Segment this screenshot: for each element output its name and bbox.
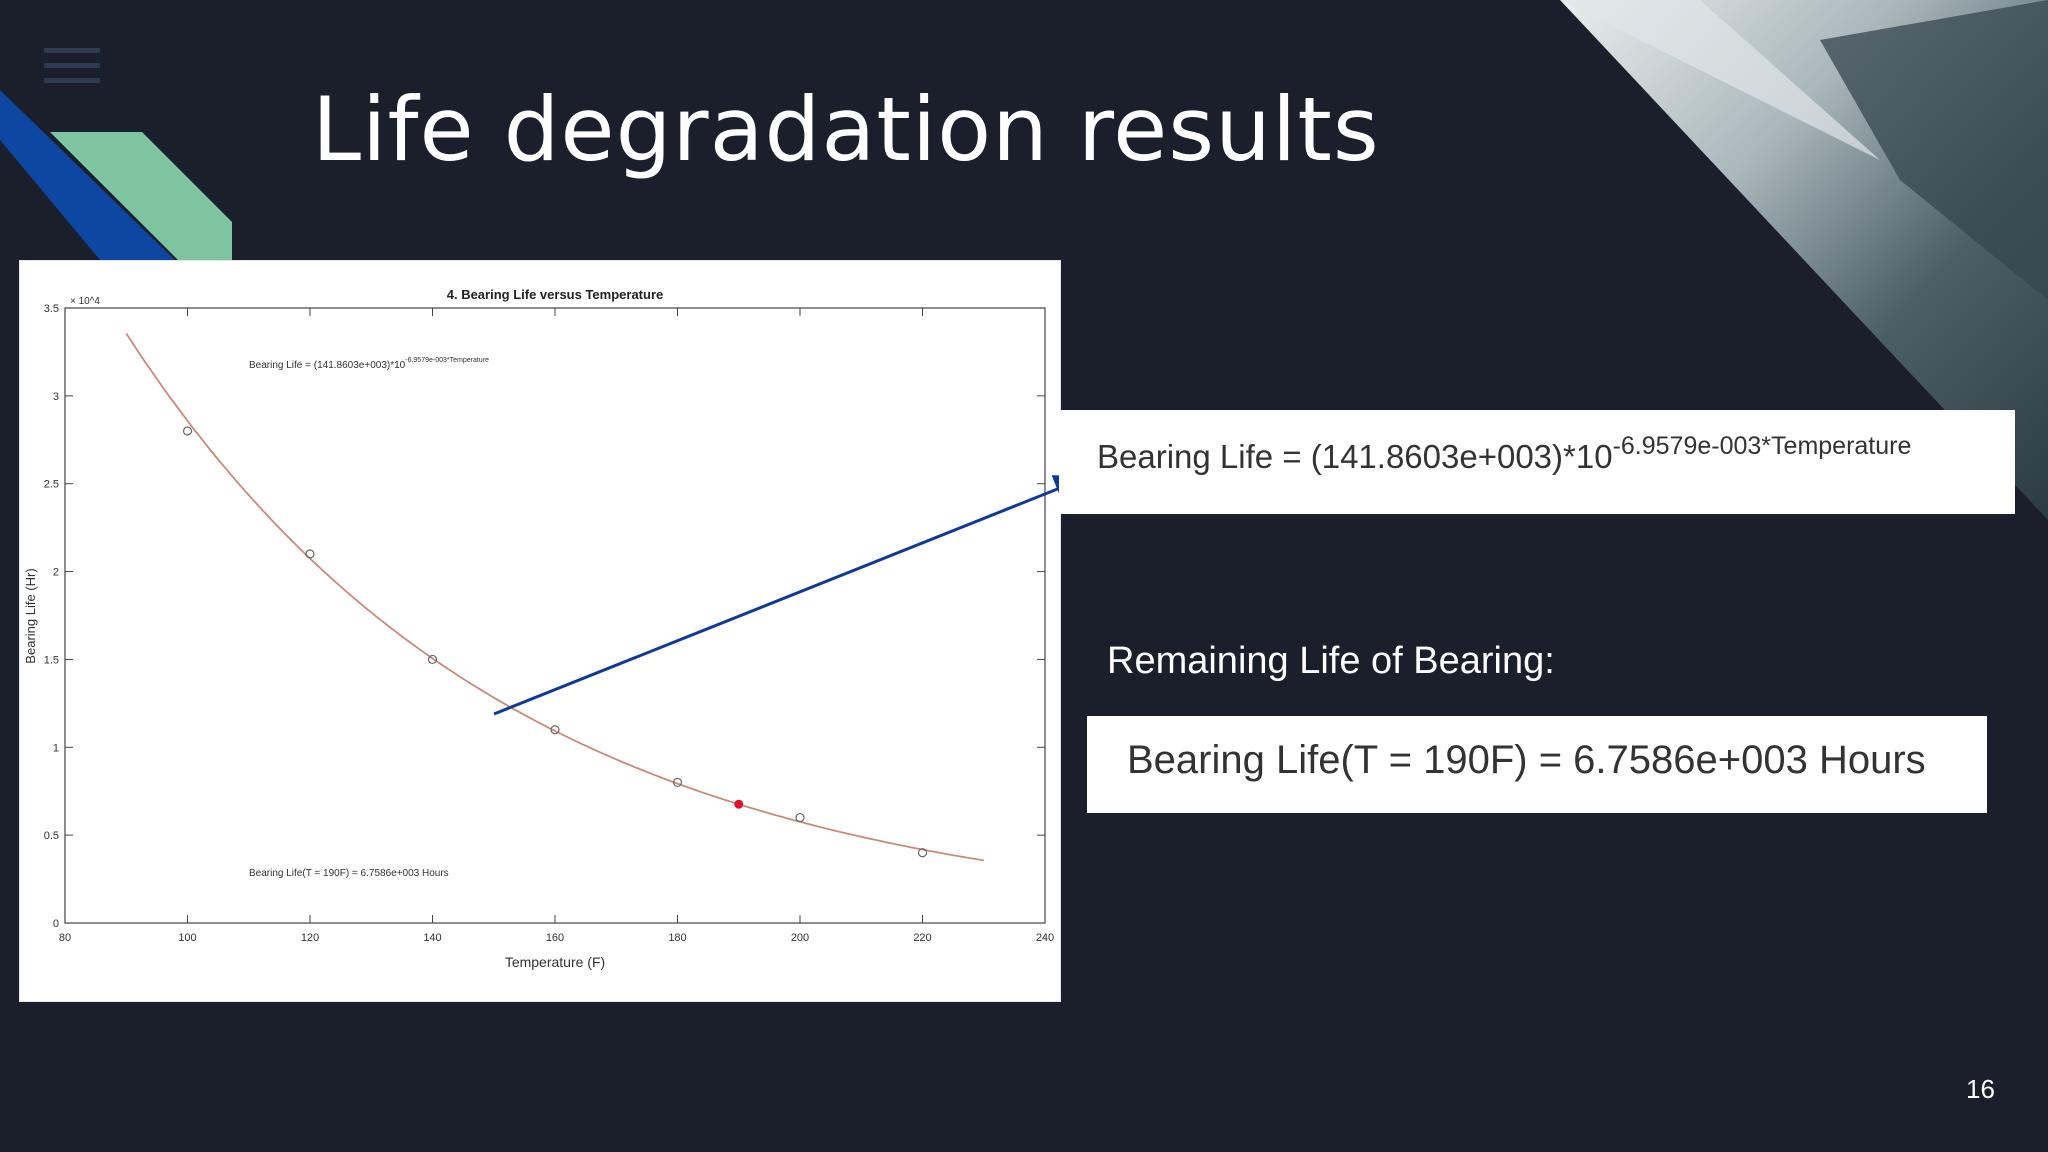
menu-icon[interactable]	[44, 48, 100, 84]
y-tick-label: 3	[53, 391, 59, 403]
left-decoration	[0, 90, 232, 260]
chart-panel: 80 100 120 140 160 180 200 220 240 0 0.5 1 1.5 2 2.5 3 3…	[19, 260, 1061, 1002]
chart-equation-annotation: Bearing Life = (141.8603e+003)*10-6.9579…	[249, 357, 489, 371]
chart-equation-base: Bearing Life = (141.8603e+003)*10	[249, 360, 406, 371]
data-point	[550, 725, 560, 735]
blue-stripe	[0, 90, 175, 260]
data-points	[182, 426, 928, 858]
result-box: Bearing Life(T = 190F) = 6.7586e+003 Hou…	[1087, 716, 1987, 813]
data-point	[305, 549, 315, 559]
x-tick-label: 140	[423, 932, 441, 944]
y-tick-label: 0	[53, 918, 59, 930]
slide-title: Life degradation results	[312, 78, 1380, 181]
x-tick-label: 100	[178, 932, 196, 944]
page-number: 16	[1966, 1074, 1995, 1104]
result-text: Bearing Life(T = 190F) = 6.7586e+003 Hou…	[1127, 738, 1926, 782]
remaining-life-label: Remaining Life of Bearing:	[1107, 640, 1555, 682]
x-tick-label: 120	[301, 932, 319, 944]
y-multiplier: × 10^4	[70, 296, 100, 307]
data-point	[182, 426, 193, 436]
plot-frame	[64, 307, 1046, 924]
x-tick-label: 240	[1036, 932, 1054, 944]
chart-equation-exponent: -6.9579e-003*Temperature	[405, 357, 489, 364]
y-tick-label: 1	[53, 742, 59, 754]
bearing-life-chart: 80 100 120 140 160 180 200 220 240 0 0.5 1 1.5 2 2.5 3 3…	[23, 287, 1054, 970]
equation-exponent: -6.9579e-003*Temperature	[1612, 432, 1912, 460]
x-tick-label: 220	[913, 932, 931, 944]
y-tick-label: 2	[53, 567, 59, 579]
x-axis-label: Temperature (F)	[505, 954, 605, 970]
chart-title: 4. Bearing Life versus Temperature	[447, 287, 664, 302]
y-tick-label: 3.5	[44, 303, 59, 315]
x-tick-label: 80	[59, 932, 71, 944]
y-tick-label: 1.5	[44, 654, 59, 666]
x-tick-label: 180	[668, 932, 686, 944]
axis-ticks: 80 100 120 140 160 180 200 220 240 0 0.5 1 1.5 2 2.5 3 3…	[44, 303, 1054, 944]
fit-curve	[125, 333, 984, 862]
data-point	[795, 812, 805, 823]
equation-base: Bearing Life = (141.8603e+003)*10	[1097, 438, 1613, 475]
y-axis-label: Bearing Life (Hr)	[23, 568, 38, 663]
x-tick-label: 160	[546, 932, 564, 944]
corner-shadow	[1820, 0, 2048, 300]
corner-highlight	[1560, 0, 1880, 160]
equation-box: Bearing Life = (141.8603e+003)*10-6.9579…	[1059, 410, 2015, 514]
y-tick-label: 2.5	[44, 479, 59, 491]
x-tick-label: 200	[791, 932, 809, 944]
data-point	[672, 777, 683, 788]
data-point	[917, 848, 928, 858]
y-tick-label: 0.5	[44, 830, 59, 842]
chart-result-annotation: Bearing Life(T = 190F) = 6.7586e+003 Hou…	[249, 868, 449, 879]
right-decoration	[1560, 0, 2048, 520]
green-stripe	[50, 132, 232, 260]
highlight-point	[734, 799, 744, 809]
data-point	[427, 654, 438, 665]
